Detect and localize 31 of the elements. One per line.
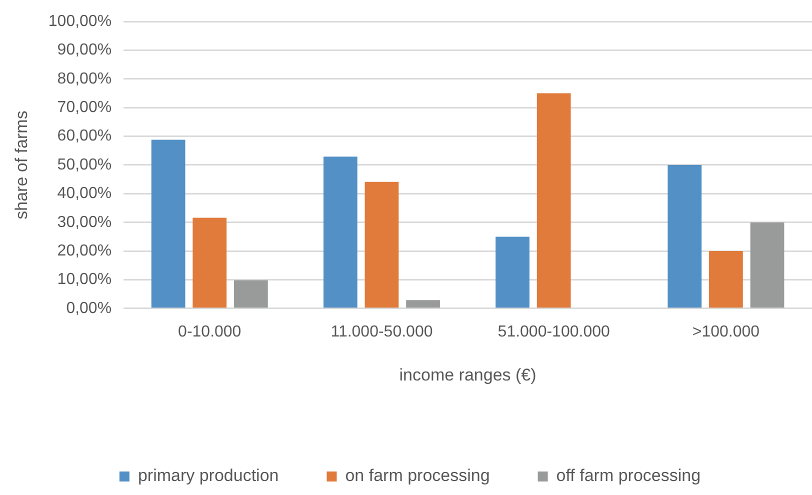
- bar: [668, 165, 702, 308]
- bar: [323, 156, 358, 308]
- y-tick-label: 50,00%: [57, 156, 112, 174]
- y-tick-label: 40,00%: [57, 185, 112, 202]
- x-axis-title: income ranges (€): [399, 365, 536, 384]
- y-tick-label: 70,00%: [57, 99, 112, 116]
- bar: [496, 236, 530, 308]
- y-tick-label: 10,00%: [57, 271, 112, 288]
- bar: [406, 300, 440, 308]
- y-tick-label: 80,00%: [57, 70, 112, 88]
- y-tick-label: 60,00%: [57, 128, 112, 145]
- legend-label: off farm processing: [556, 466, 701, 486]
- bar: [536, 93, 571, 308]
- x-tick-label: >100.000: [692, 323, 760, 340]
- bar: [192, 218, 227, 308]
- y-tick-label: 20,00%: [57, 242, 112, 260]
- bar: [364, 182, 399, 308]
- y-tick-label: 0,00%: [66, 300, 112, 317]
- bar: [234, 280, 268, 308]
- y-tick-label: 30,00%: [57, 214, 112, 231]
- bar: [709, 251, 743, 308]
- y-tick-label: 100,00%: [48, 13, 112, 30]
- legend-label: on farm processing: [345, 466, 490, 486]
- bar: [750, 222, 784, 308]
- x-tick-label: 0-10.000: [178, 323, 242, 340]
- x-tick-label: 11.000-50.000: [330, 323, 433, 340]
- y-tick-label: 90,00%: [57, 42, 112, 59]
- y-axis-title: share of farms: [12, 110, 31, 220]
- bar: [151, 140, 186, 308]
- x-tick-label: 51.000-100.000: [498, 323, 610, 340]
- legend-label: primary production: [138, 466, 279, 486]
